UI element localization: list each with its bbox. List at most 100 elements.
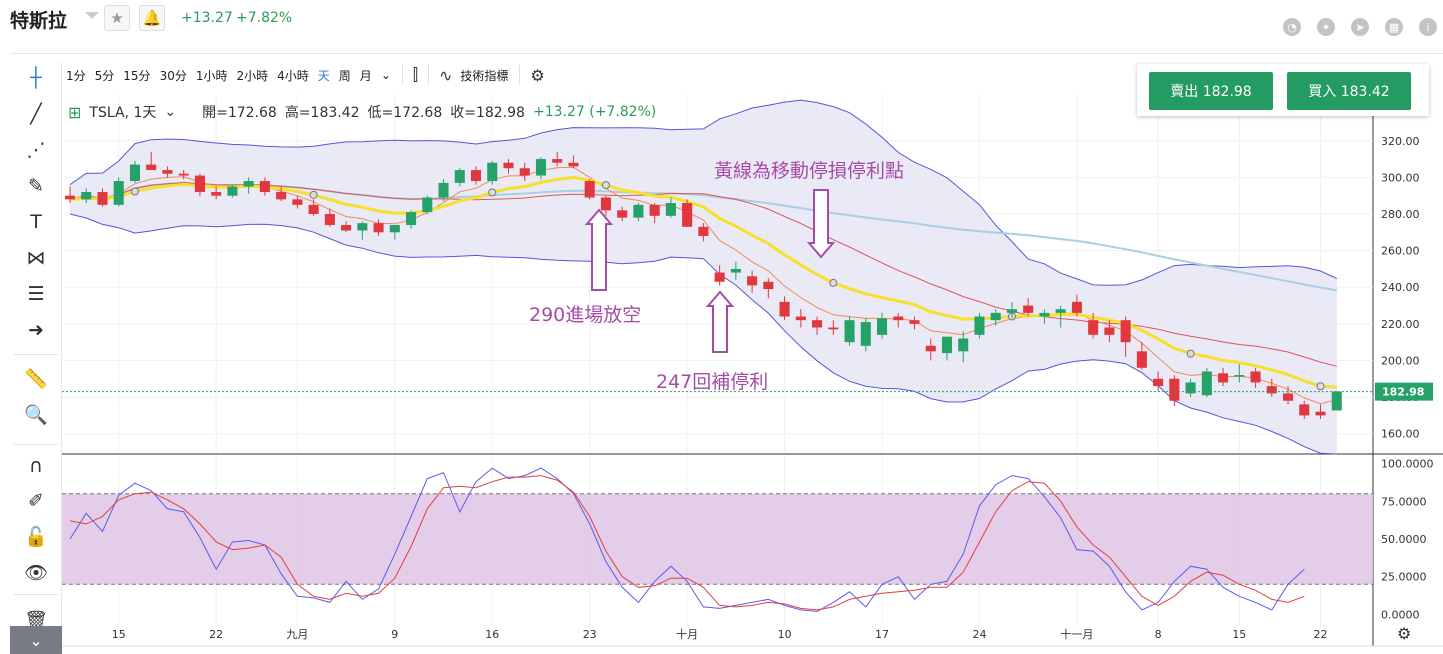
candle-body xyxy=(812,320,823,328)
candle-body xyxy=(1104,327,1115,335)
collapse-toolbar-button[interactable]: ⌄ xyxy=(10,626,62,654)
time-tick-label: 8 xyxy=(1155,628,1162,641)
candlesticks xyxy=(64,151,1342,420)
timeframe-4h[interactable]: 4小時 xyxy=(277,68,309,83)
unlock-icon[interactable]: 🔓 xyxy=(24,525,48,548)
pattern-icon[interactable]: ⋈ xyxy=(26,247,46,269)
chevron-down-icon[interactable]: ⌄ xyxy=(164,104,177,120)
candle-body xyxy=(519,168,530,176)
candle-body xyxy=(958,338,969,352)
candle-body xyxy=(990,312,1001,321)
time-tick-label: 10 xyxy=(778,628,792,641)
candle-body xyxy=(64,195,76,200)
time-tick-label: 十月 xyxy=(676,627,698,641)
candle-body xyxy=(162,170,173,174)
candle-body xyxy=(308,204,319,214)
navigate-icon[interactable]: ➤ xyxy=(1351,18,1369,36)
expand-icon[interactable]: ⊞ xyxy=(68,102,82,122)
candle-body xyxy=(617,210,628,218)
sell-button[interactable]: 賣出 182.98 xyxy=(1149,72,1273,110)
timeframe-15m[interactable]: 15分 xyxy=(123,68,151,83)
timeframe-30m[interactable]: 30分 xyxy=(159,68,187,83)
candle-body xyxy=(373,223,384,233)
magnet-icon[interactable]: ∩ xyxy=(29,455,43,477)
pie-icon[interactable]: ◔ xyxy=(1283,18,1301,36)
crosshair-icon[interactable]: ┼ xyxy=(30,67,42,89)
candle-body xyxy=(194,175,205,193)
top-bar: 特斯拉 ★ 🔔 +13.27 +7.82% ◔ ✦ ➤ ▦ i xyxy=(0,0,1443,40)
eye-icon[interactable]: 👁 xyxy=(23,561,49,584)
calendar-icon[interactable]: ▦ xyxy=(1385,18,1403,36)
legend-symbol[interactable]: TSLA, 1天 xyxy=(89,105,157,121)
candle-body xyxy=(129,164,140,182)
candle-body xyxy=(941,336,953,354)
timeframe-5m[interactable]: 5分 xyxy=(94,68,115,83)
stochastic-panel xyxy=(62,467,1373,612)
pitchfork-icon[interactable]: ⋰ xyxy=(26,139,46,161)
candle-body xyxy=(665,203,676,216)
candle-body xyxy=(81,192,92,200)
chart-settings-icon[interactable]: ⚙ xyxy=(1397,624,1412,643)
indicators-icon[interactable]: ∿ xyxy=(439,65,453,85)
candle-body xyxy=(1055,309,1066,313)
chevron-down-icon[interactable] xyxy=(85,12,99,19)
band-upper-line xyxy=(69,99,1338,286)
candle-body xyxy=(600,197,611,211)
osc-tick-label: 100.0000 xyxy=(1381,458,1434,471)
entry-arrow xyxy=(584,208,614,291)
timeframe-1m[interactable]: 1分 xyxy=(66,68,86,83)
price-tick-label: 160.00 xyxy=(1381,428,1420,441)
sar-dot xyxy=(488,188,497,197)
candle-body xyxy=(487,162,498,182)
candle-body xyxy=(1283,393,1294,401)
timeframe-day[interactable]: 天 xyxy=(317,68,330,83)
candle-body xyxy=(844,320,855,343)
price-tick-label: 320.00 xyxy=(1381,135,1420,148)
candle-body xyxy=(438,182,449,198)
legend-open: 開=172.68 xyxy=(202,105,277,121)
indicators-button[interactable]: 技術指標 xyxy=(460,68,509,83)
timeframe-week[interactable]: 周 xyxy=(338,68,351,83)
candle-type-icon[interactable]: ⫿ xyxy=(412,65,418,84)
brush-icon[interactable]: ✎ xyxy=(28,175,44,197)
lock-drawing-icon[interactable]: ✐ xyxy=(28,490,44,512)
time-tick-label: 17 xyxy=(875,628,889,641)
ruler-icon[interactable]: 📏 xyxy=(24,367,48,390)
candle-body xyxy=(503,162,514,169)
timeframe-2h[interactable]: 2小時 xyxy=(236,68,269,83)
settings-gear-icon[interactable]: ⚙ xyxy=(530,65,545,85)
candle-body xyxy=(1023,305,1034,313)
text-icon[interactable]: T xyxy=(30,211,42,233)
candle-body xyxy=(682,203,693,227)
toolbar-separator xyxy=(428,65,429,85)
candle-body xyxy=(243,181,254,187)
candle-body xyxy=(1006,309,1017,313)
trade-panel: 賣出 182.98 買入 183.42 xyxy=(1137,64,1429,116)
info-icon[interactable]: i xyxy=(1419,18,1437,36)
overbought-zone xyxy=(62,493,1373,585)
trend-line-icon[interactable]: ╱ xyxy=(30,103,42,125)
time-tick-label: 22 xyxy=(209,628,223,641)
osc-tick-label: 75.0000 xyxy=(1381,495,1427,508)
zoom-in-icon[interactable]: 🔍 xyxy=(24,403,48,426)
buy-button[interactable]: 買入 183.42 xyxy=(1287,72,1411,110)
candle-body xyxy=(389,224,400,233)
price-tick-label: 200.00 xyxy=(1381,354,1420,367)
candle-body xyxy=(113,181,124,205)
exit-arrow xyxy=(705,290,735,353)
candle-body xyxy=(568,162,579,167)
toolbar-separator xyxy=(401,65,403,85)
star-icon[interactable]: ★ xyxy=(104,5,130,31)
time-tick-label: 22 xyxy=(1314,628,1328,641)
tool-separator xyxy=(14,444,58,445)
compass-icon[interactable]: ✦ xyxy=(1317,18,1335,36)
fib-icon[interactable]: ☰ xyxy=(27,283,45,305)
chevron-down-icon[interactable]: ⌄ xyxy=(380,68,391,82)
bell-icon[interactable]: 🔔 xyxy=(139,5,165,31)
timeframe-1h[interactable]: 1小時 xyxy=(195,68,228,83)
timeframe-month[interactable]: 月 xyxy=(359,68,372,83)
candle-body xyxy=(324,214,335,225)
candle-body xyxy=(860,322,871,346)
back-arrow-icon[interactable]: ➜ xyxy=(28,319,44,341)
